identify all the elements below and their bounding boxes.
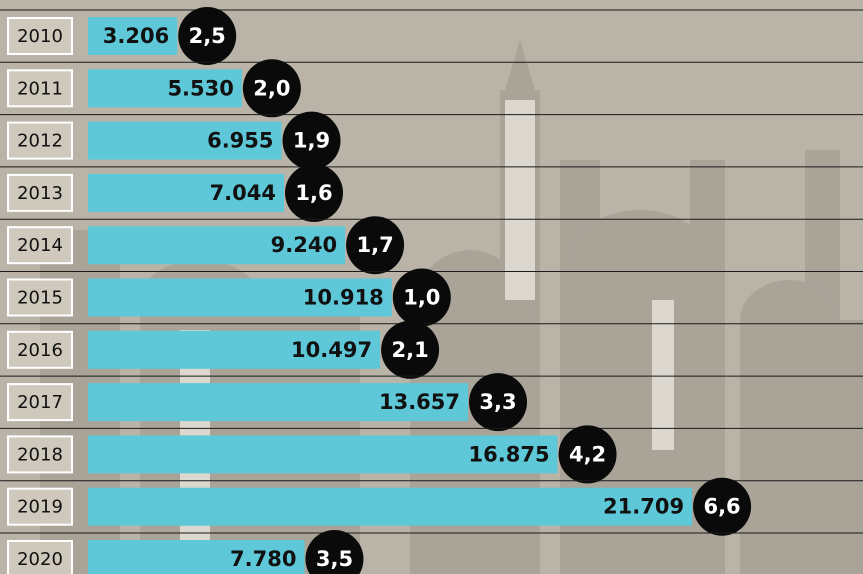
bar (88, 121, 282, 160)
year-box (7, 487, 73, 526)
bar (88, 330, 381, 369)
year-box (7, 69, 73, 108)
year-label: 2011 (17, 78, 63, 99)
badge (469, 373, 528, 432)
bar-value-label: 10.497 (291, 338, 372, 362)
bar-value-label: 3.206 (103, 24, 169, 48)
badge-label: 2,0 (253, 76, 290, 100)
badge-label: 1,0 (403, 286, 440, 310)
year-label: 2020 (17, 549, 63, 570)
bar-value-label: 13.657 (379, 390, 460, 414)
year-box (7, 330, 73, 369)
bar (88, 173, 285, 212)
badge (381, 320, 440, 379)
year-label: 2017 (17, 392, 63, 413)
badge-label: 2,1 (391, 338, 428, 362)
bar-value-label: 5.530 (167, 76, 233, 100)
year-box (7, 383, 73, 422)
bar (88, 487, 693, 526)
bar-value-label: 9.240 (271, 233, 337, 257)
year-box (7, 540, 73, 574)
bar-value-label: 16.875 (469, 442, 550, 466)
bar (88, 69, 242, 108)
badge (178, 7, 237, 65)
year-box (7, 173, 73, 212)
year-label: 2018 (17, 444, 63, 465)
badge (242, 59, 301, 118)
badge-label: 6,6 (703, 495, 740, 519)
bar-value-label: 21.709 (603, 495, 684, 519)
bar (88, 435, 558, 474)
bar (88, 226, 346, 265)
year-label: 2015 (17, 288, 63, 309)
bar (88, 278, 392, 317)
badge (305, 530, 364, 574)
year-label: 2012 (17, 131, 63, 152)
year-box (7, 278, 73, 317)
badge-label: 1,7 (357, 233, 394, 257)
badge (558, 425, 617, 484)
year-box (7, 435, 73, 474)
badge-label: 1,9 (293, 129, 330, 153)
bar-value-label: 7.780 (230, 547, 296, 571)
year-box (7, 121, 73, 160)
bar (88, 17, 178, 55)
badge-label: 3,3 (479, 390, 516, 414)
year-box (7, 17, 73, 55)
bar-value-label: 6.955 (207, 129, 273, 153)
year-label: 2014 (17, 235, 63, 256)
year-box (7, 226, 73, 265)
badge-label: 3,5 (316, 547, 353, 571)
year-label: 2010 (17, 26, 63, 47)
bar (88, 540, 305, 574)
badge (693, 477, 752, 536)
badge-label: 1,6 (295, 181, 332, 205)
bar (88, 383, 469, 422)
badge-label: 4,2 (569, 442, 606, 466)
badge-label: 2,5 (189, 24, 226, 48)
badge (346, 216, 405, 275)
badge (282, 111, 341, 170)
year-label: 2013 (17, 183, 63, 204)
year-label: 2016 (17, 340, 63, 361)
bar-value-label: 10.918 (303, 286, 384, 310)
bar-value-label: 7.044 (210, 181, 276, 205)
year-label: 2019 (17, 497, 63, 518)
badge (285, 163, 344, 222)
badge (392, 268, 451, 327)
